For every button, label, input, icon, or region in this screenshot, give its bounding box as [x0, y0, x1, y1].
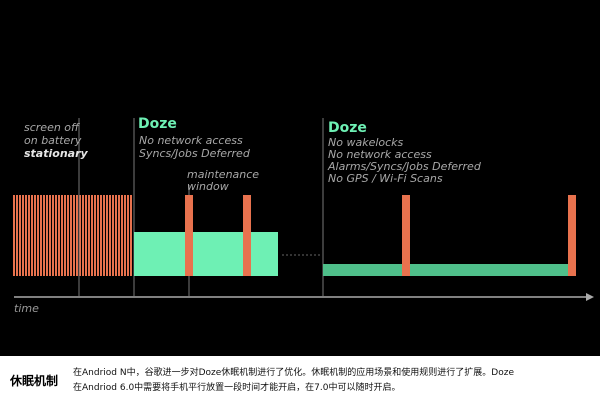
activity-stripe: [31, 195, 33, 276]
activity-stripe: [124, 195, 126, 276]
label-on-battery: on battery: [24, 134, 82, 147]
activity-stripe: [43, 195, 45, 276]
activity-stripe: [58, 195, 60, 276]
doze1-no-network: No network access: [139, 134, 243, 147]
label-window: window: [187, 180, 229, 193]
activity-stripe: [91, 195, 93, 276]
maintenance-spike-2: [243, 195, 251, 276]
activity-stripe: [46, 195, 48, 276]
activity-stripe: [13, 195, 15, 276]
deep-maintenance-spike-2: [568, 195, 576, 276]
activity-stripe: [85, 195, 87, 276]
doze1-syncs-deferred: Syncs/Jobs Deferred: [139, 147, 250, 160]
activity-stripe: [115, 195, 117, 276]
caption-title: 休眠机制: [10, 374, 59, 388]
activity-stripe: [88, 195, 90, 276]
doze-deep-block-2: [410, 264, 568, 276]
activity-stripe: [100, 195, 102, 276]
doze2-no-wakelocks: No wakelocks: [328, 136, 404, 149]
activity-stripe: [112, 195, 114, 276]
doze-deep-block-1: [323, 264, 402, 276]
doze2-alarms-deferred: Alarms/Syncs/Jobs Deferred: [328, 160, 481, 173]
time-axis-label: time: [14, 302, 39, 315]
activity-stripe: [34, 195, 36, 276]
time-axis-arrow-icon: [586, 293, 594, 301]
activity-stripe: [127, 195, 129, 276]
activity-stripe: [103, 195, 105, 276]
activity-stripe: [37, 195, 39, 276]
activity-stripe: [16, 195, 18, 276]
activity-stripe: [55, 195, 57, 276]
activity-stripe: [70, 195, 72, 276]
activity-stripe: [61, 195, 63, 276]
doze-light-block-3: [251, 232, 278, 276]
doze-light-block-1: [134, 232, 186, 276]
activity-stripe: [106, 195, 108, 276]
label-maintenance: maintenance: [187, 168, 260, 181]
doze2-no-gps-wifi: No GPS / Wi-Fi Scans: [328, 172, 443, 185]
activity-stripe: [64, 195, 66, 276]
activity-stripe: [121, 195, 123, 276]
activity-stripe: [22, 195, 24, 276]
doze-light-block-2: [193, 232, 243, 276]
timeline-svg: [13, 118, 594, 301]
activity-stripe: [67, 195, 69, 276]
activity-stripe: [82, 195, 84, 276]
doze-title-1: Doze: [138, 116, 177, 132]
doze2-no-network: No network access: [328, 148, 432, 161]
active-usage-stripes: [13, 195, 132, 276]
caption-line-2: 在Andriod 6.0中需要将手机平行放置一段时间才能开启，在7.0中可以随时…: [73, 383, 401, 393]
activity-stripe: [25, 195, 27, 276]
activity-stripe: [49, 195, 51, 276]
activity-stripe: [73, 195, 75, 276]
doze-timeline-diagram: screen off on battery stationary Doze No…: [13, 116, 594, 315]
activity-stripe: [40, 195, 42, 276]
activity-stripe: [97, 195, 99, 276]
activity-stripe: [52, 195, 54, 276]
activity-stripe: [118, 195, 120, 276]
activity-stripe: [76, 195, 78, 276]
activity-stripe: [109, 195, 111, 276]
activity-stripe: [94, 195, 96, 276]
maintenance-spike-1: [185, 195, 193, 276]
activity-stripe: [28, 195, 30, 276]
activity-stripe: [79, 195, 81, 276]
doze-title-2: Doze: [328, 120, 367, 136]
label-screen-off: screen off: [24, 121, 79, 134]
activity-stripe: [130, 195, 132, 276]
caption-bar: 休眠机制 在Andriod N中，谷歌进一步对Doze休眠机制进行了优化。休眠机…: [0, 356, 600, 400]
deep-maintenance-spike-1: [402, 195, 410, 276]
caption-body: 在Andriod N中，谷歌进一步对Doze休眠机制进行了优化。休眠机制的应用场…: [73, 366, 595, 396]
label-stationary: stationary: [24, 147, 88, 160]
caption-line-1: 在Andriod N中，谷歌进一步对Doze休眠机制进行了优化。休眠机制的应用场…: [73, 368, 514, 378]
activity-stripe: [19, 195, 21, 276]
